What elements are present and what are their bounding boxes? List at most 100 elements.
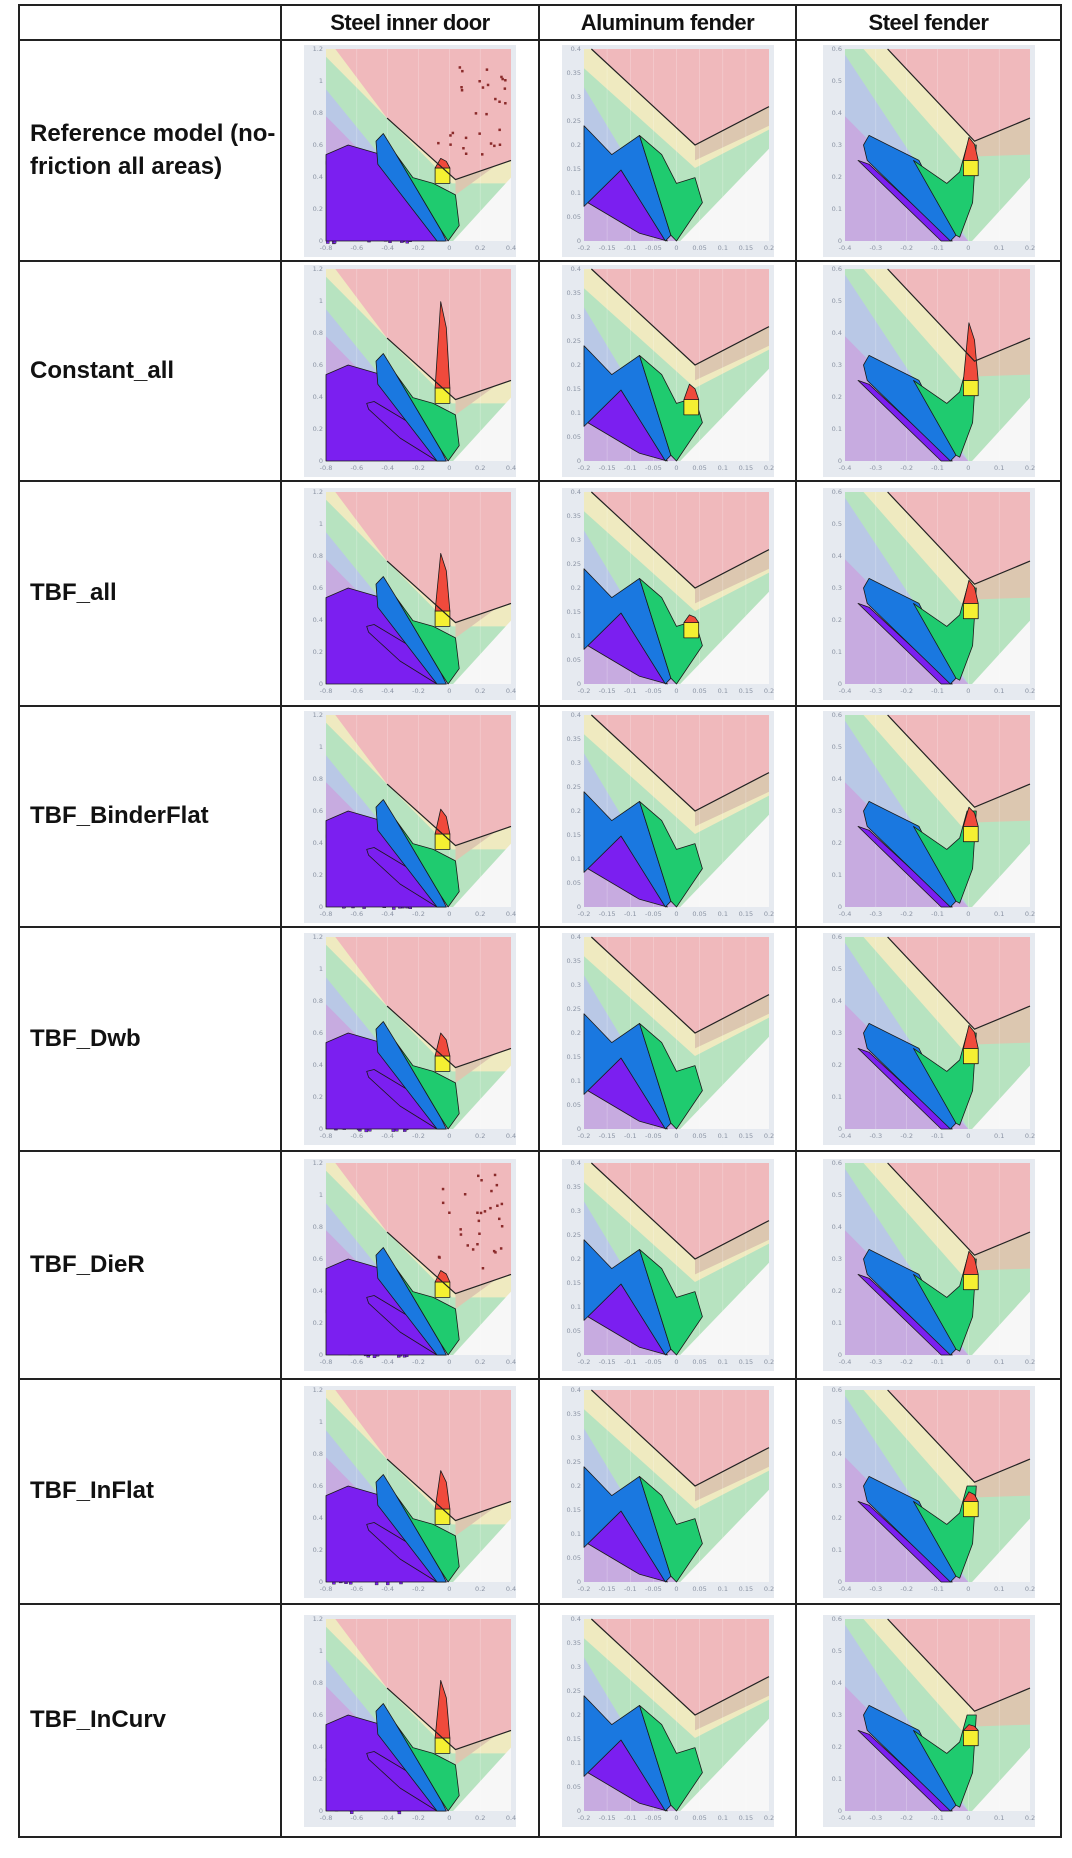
y-tick-label: 0.05 — [566, 213, 580, 221]
y-tick-label: 0.25 — [566, 1687, 580, 1695]
y-tick-label: 0.3 — [831, 807, 841, 815]
x-tick-label: 0.1 — [717, 1814, 727, 1822]
y-tick-label: 0.4 — [313, 1061, 323, 1069]
y-tick-label: 0.4 — [570, 1615, 580, 1623]
fld-plot-cell: -0.8 -0.6 -0.4 -0.2 0 0.2 0.4 0 0.2 0.4 0.6 0.8 1 1.2 — [280, 1378, 540, 1605]
y-tick-label: 0 — [576, 237, 580, 245]
strain-cloud-yellow — [434, 1508, 451, 1525]
y-tick-label: 0.1 — [570, 1530, 580, 1538]
zone-low-strain — [453, 1518, 511, 1582]
y-tick-label: 0.8 — [313, 329, 323, 337]
x-tick-label: 0 — [966, 1814, 970, 1822]
y-tick-label: 0.1 — [570, 409, 580, 417]
strain-cloud-green — [395, 819, 460, 907]
forming-limit-curve — [886, 1618, 1030, 1712]
strain-point — [460, 88, 464, 91]
strain-cloud-blue — [375, 353, 447, 462]
y-tick-label: 0.6 — [313, 1711, 323, 1719]
strain-cloud-purple — [857, 1729, 953, 1811]
fld-plot-cell: -0.4 -0.3 -0.2 -0.1 0 0.1 0.2 0 0.1 0.2 0.3 0.4 0.5 0… — [795, 1150, 1062, 1380]
forming-limit-curve — [886, 1162, 1030, 1256]
zone-low-strain — [971, 1747, 1030, 1811]
forming-limit-diagram: -0.4 -0.3 -0.2 -0.1 0 0.1 0.2 0 0.1 0.2 0.3 0.4 0.5 0… — [822, 265, 1035, 477]
strain-point — [478, 131, 481, 135]
zone-excess-thinning — [974, 1006, 1030, 1045]
x-tick-label: -0.1 — [931, 1585, 944, 1593]
forming-limit-diagram: -0.8 -0.6 -0.4 -0.2 0 0.2 0.4 0 0.2 0.4 0.6 0.8 1 1.2 — [304, 44, 516, 257]
strain-point — [478, 79, 481, 82]
strain-cloud-yellow — [962, 1274, 979, 1291]
y-tick-label: 0.3 — [831, 1029, 841, 1037]
table-row: TBF_BinderFlat -0.8 -0.6 -0.4 -0.2 0 0.2 0.4 0 0.… — [18, 705, 1062, 928]
forming-limit-curve — [886, 1389, 1030, 1483]
x-tick-label: 0.2 — [1024, 244, 1034, 252]
forming-limit-diagram: -0.2 -0.15 -0.1 -0.05 0 0.05 0.1 0.15 0.2 0 0.05 0.… — [561, 1385, 774, 1598]
y-tick-label: 0.35 — [566, 289, 580, 297]
strain-point — [448, 1211, 451, 1214]
strain-cloud-red — [683, 614, 699, 623]
y-tick-label: 0.15 — [566, 1735, 580, 1743]
strain-cloud-green — [638, 1023, 703, 1130]
x-tick-label: 0.2 — [1024, 910, 1034, 918]
y-tick-label: 0.05 — [566, 433, 580, 441]
forming-limit-curve — [590, 1618, 769, 1716]
y-tick-label: 0.5 — [831, 1647, 841, 1655]
x-tick-label: -0.3 — [869, 910, 882, 918]
x-tick-label: 0.15 — [738, 910, 752, 918]
strain-cloud-green — [638, 134, 703, 241]
strain-cloud-red — [434, 301, 451, 389]
y-tick-label: 0.3 — [570, 1434, 580, 1442]
x-tick-label: 0 — [966, 687, 970, 695]
y-tick-label: 0.5 — [831, 965, 841, 973]
forming-limit-curve — [386, 1231, 512, 1295]
y-tick-label: 0.2 — [313, 1775, 323, 1783]
y-tick-label: 0 — [319, 1578, 323, 1586]
y-tick-label: 0.3 — [570, 981, 580, 989]
y-tick-label: 0.15 — [566, 608, 580, 616]
strain-cloud-yellow — [434, 1281, 451, 1298]
y-tick-label: 0.05 — [566, 1101, 580, 1109]
strain-cloud-yellow — [434, 833, 451, 850]
y-tick-label: 0.4 — [570, 1159, 580, 1167]
fld-plot-cell: -0.2 -0.15 -0.1 -0.05 0 0.05 0.1 0.15 0.2 0 0.05 0.… — [538, 1378, 797, 1605]
forming-limit-curve — [886, 491, 1030, 585]
zone-low-strain — [453, 843, 511, 907]
strain-cloud-yellow — [434, 1737, 451, 1754]
strain-point — [464, 152, 468, 155]
y-tick-label: 0.3 — [831, 361, 841, 369]
strain-cloud-yellow — [434, 1055, 451, 1072]
y-tick-label: 0.8 — [313, 109, 323, 117]
zone-failure — [335, 937, 511, 1068]
strain-cloud-yellow — [434, 610, 451, 627]
y-tick-label: 0 — [319, 237, 323, 245]
zone-low-strain — [453, 1065, 511, 1129]
strain-point — [498, 100, 501, 103]
y-tick-label: 0.6 — [313, 1482, 323, 1490]
x-tick-label: -0.2 — [412, 244, 425, 252]
zone-low-strain — [971, 620, 1030, 684]
strain-cloud-yellow — [434, 167, 451, 184]
x-tick-label: 0.2 — [1024, 1132, 1034, 1140]
forming-limit-curve — [886, 268, 1030, 362]
y-tick-label: 0.8 — [313, 997, 323, 1005]
zone-low-strain — [453, 1291, 511, 1355]
strain-point — [460, 85, 463, 88]
strain-point — [486, 83, 490, 86]
strain-cloud-purple — [857, 602, 953, 684]
fld-plot-cell: -0.4 -0.3 -0.2 -0.1 0 0.1 0.2 0 0.1 0.2 0.3 0.4 0.5 0… — [795, 1378, 1062, 1605]
strain-cloud-red — [962, 1490, 979, 1502]
zone-failure — [335, 48, 511, 180]
x-tick-label: -0.2 — [900, 910, 913, 918]
x-tick-label: -0.1 — [931, 1358, 944, 1366]
y-tick-label: 0.2 — [313, 871, 323, 879]
x-tick-label: 0.1 — [994, 464, 1004, 472]
y-tick-label: 0.8 — [313, 552, 323, 560]
strain-point — [504, 78, 507, 81]
y-tick-label: 0.3 — [570, 536, 580, 544]
strain-cloud-green — [912, 1258, 977, 1352]
x-tick-label: 0.2 — [763, 244, 773, 252]
zone-failure — [590, 269, 769, 365]
x-tick-label: -0.3 — [869, 687, 882, 695]
strain-cloud-red — [434, 1469, 451, 1509]
strain-point — [494, 97, 497, 100]
